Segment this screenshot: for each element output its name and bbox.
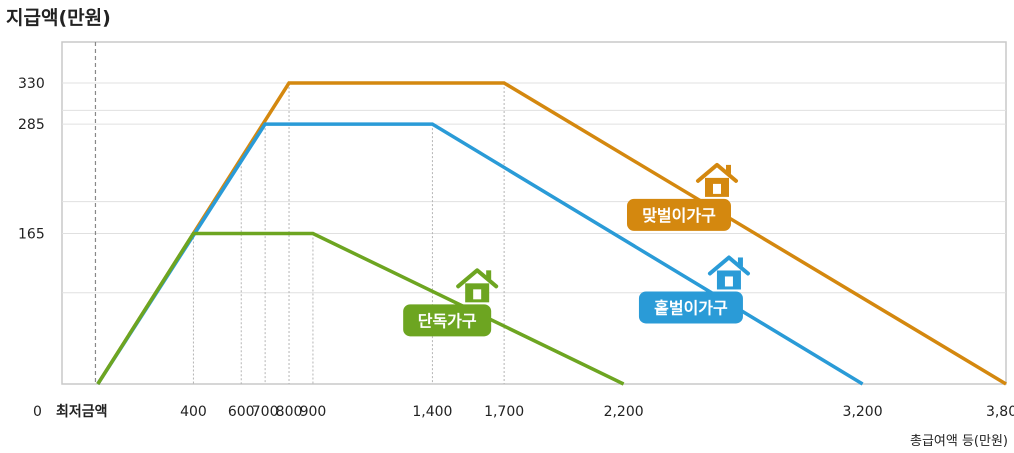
- x-guides: [94, 42, 505, 384]
- series-tag: 맞벌이가구: [626, 162, 738, 231]
- series-label: 홑벌이가구: [654, 298, 728, 317]
- y-tick-label: 285: [18, 117, 45, 133]
- y-axis-title: 지급액(만원): [6, 7, 111, 29]
- series-tag: 홑벌이가구: [638, 255, 750, 324]
- x-tick-label: 3,800: [986, 404, 1014, 420]
- min-wage-label: 최저금액: [56, 403, 108, 420]
- x-tick-label: 800: [276, 404, 303, 420]
- series-line: [96, 122, 864, 386]
- tag-badge: [403, 304, 492, 337]
- house-icon: [695, 162, 738, 197]
- x-tick-label: 3,200: [843, 404, 883, 420]
- x-tick-label: 900: [300, 404, 327, 420]
- series-label: 맞벌이가구: [642, 206, 716, 225]
- x-axis-title: 총급여액 등(만원): [910, 434, 1008, 449]
- x-tick-label: 1,700: [484, 404, 524, 420]
- tag-badge: [626, 198, 731, 231]
- y-tick-label: 165: [18, 227, 45, 243]
- tag-badge: [638, 291, 743, 324]
- x-tick-label: 700: [252, 404, 279, 420]
- series-label: 단독가구: [418, 311, 477, 330]
- y-tick-labels: 330 285 165: [18, 76, 45, 242]
- house-icon: [456, 268, 499, 303]
- plot-area: [61, 41, 1007, 385]
- house-icon: [707, 255, 750, 290]
- y-tick-label: 330: [18, 76, 45, 92]
- x-tick-label: 600: [228, 404, 255, 420]
- x-tick-label: 1,400: [412, 404, 452, 420]
- series-line: [96, 231, 625, 386]
- origin-label: 0: [33, 404, 42, 420]
- grid: [62, 82, 1006, 294]
- x-tick-label: 400: [180, 404, 207, 420]
- series-tag: 단독가구: [403, 268, 499, 337]
- x-tick-label: 2,200: [604, 404, 644, 420]
